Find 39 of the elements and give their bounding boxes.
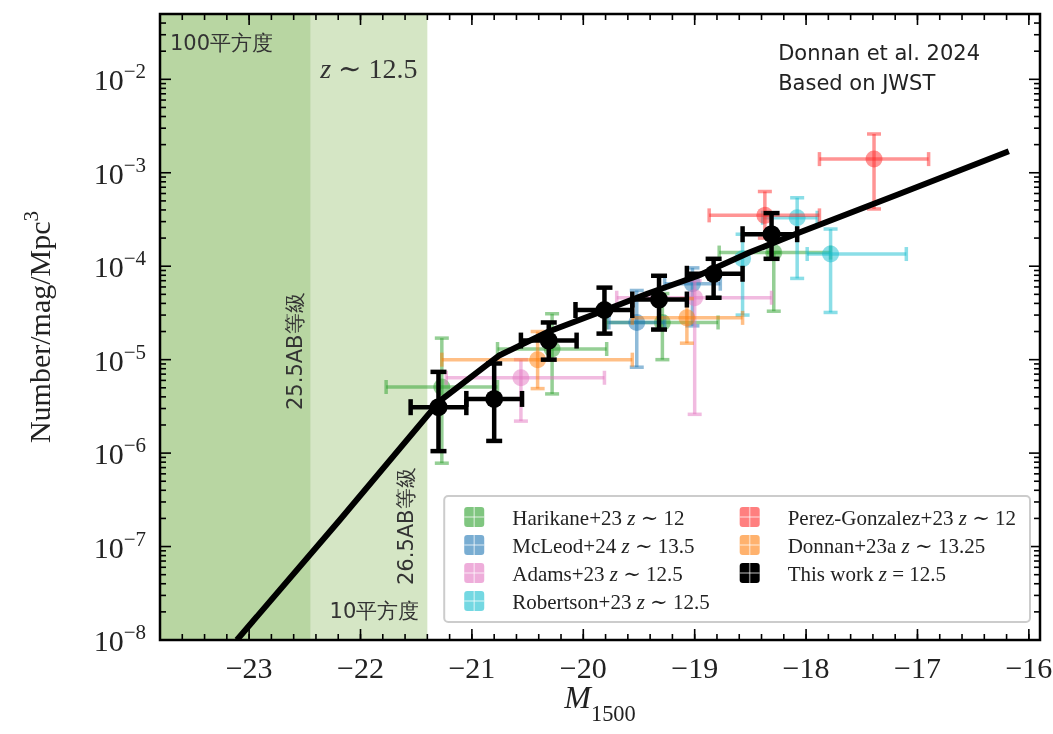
annotation: 26.5AB等級: [394, 467, 419, 585]
x-tick-label: −19: [671, 651, 719, 684]
band-label: 100平方度: [170, 31, 274, 55]
y-tick-label: 10$^{−2}$: [93, 59, 146, 97]
legend-label: Robertson+23 z ∼ 12.5: [512, 590, 710, 614]
x-tick-label: −21: [448, 651, 496, 684]
annotation: z ∼ 12.5: [320, 53, 418, 84]
y-tick-label: 10$^{−3}$: [93, 152, 146, 190]
point: [512, 369, 530, 387]
point: [762, 225, 781, 244]
point: [704, 264, 723, 283]
y-tick-label: 10$^{−6}$: [93, 433, 146, 471]
y-tick-label: 10$^{−7}$: [93, 526, 146, 564]
band-label: 10平方度: [329, 599, 420, 623]
point: [865, 150, 883, 168]
legend-label: This work z = 12.5: [787, 562, 946, 586]
point: [485, 389, 504, 408]
annotation: 25.5AB等級: [283, 292, 308, 410]
legend-label: Perez-Gonzalez+23 z ∼ 12: [787, 506, 1016, 530]
y-tick-label: 10$^{−4}$: [93, 246, 147, 284]
x-tick-label: −18: [782, 651, 830, 684]
y-tick-label: 10$^{−8}$: [93, 620, 146, 657]
point: [678, 309, 696, 327]
legend-label: McLeod+24 z ∼ 13.5: [512, 534, 695, 558]
x-tick-label: −16: [1005, 651, 1053, 684]
point: [822, 245, 840, 263]
annotation: Based on JWST: [778, 71, 936, 95]
point: [595, 300, 614, 319]
y-tick-label: 10$^{−5}$: [93, 339, 146, 377]
x-tick-label: −17: [894, 651, 941, 684]
legend-label: Donnan+23a z ∼ 13.25: [787, 534, 986, 558]
point: [650, 290, 669, 309]
x-tick-label: −23: [225, 651, 273, 684]
legend-label: Adams+23 z ∼ 12.5: [512, 562, 683, 586]
point: [429, 398, 448, 417]
x-tick-label: −22: [337, 651, 384, 684]
annotation: Donnan et al. 2024: [778, 41, 980, 65]
legend-label: Harikane+23 z ∼ 12: [512, 506, 685, 530]
point: [539, 331, 558, 350]
